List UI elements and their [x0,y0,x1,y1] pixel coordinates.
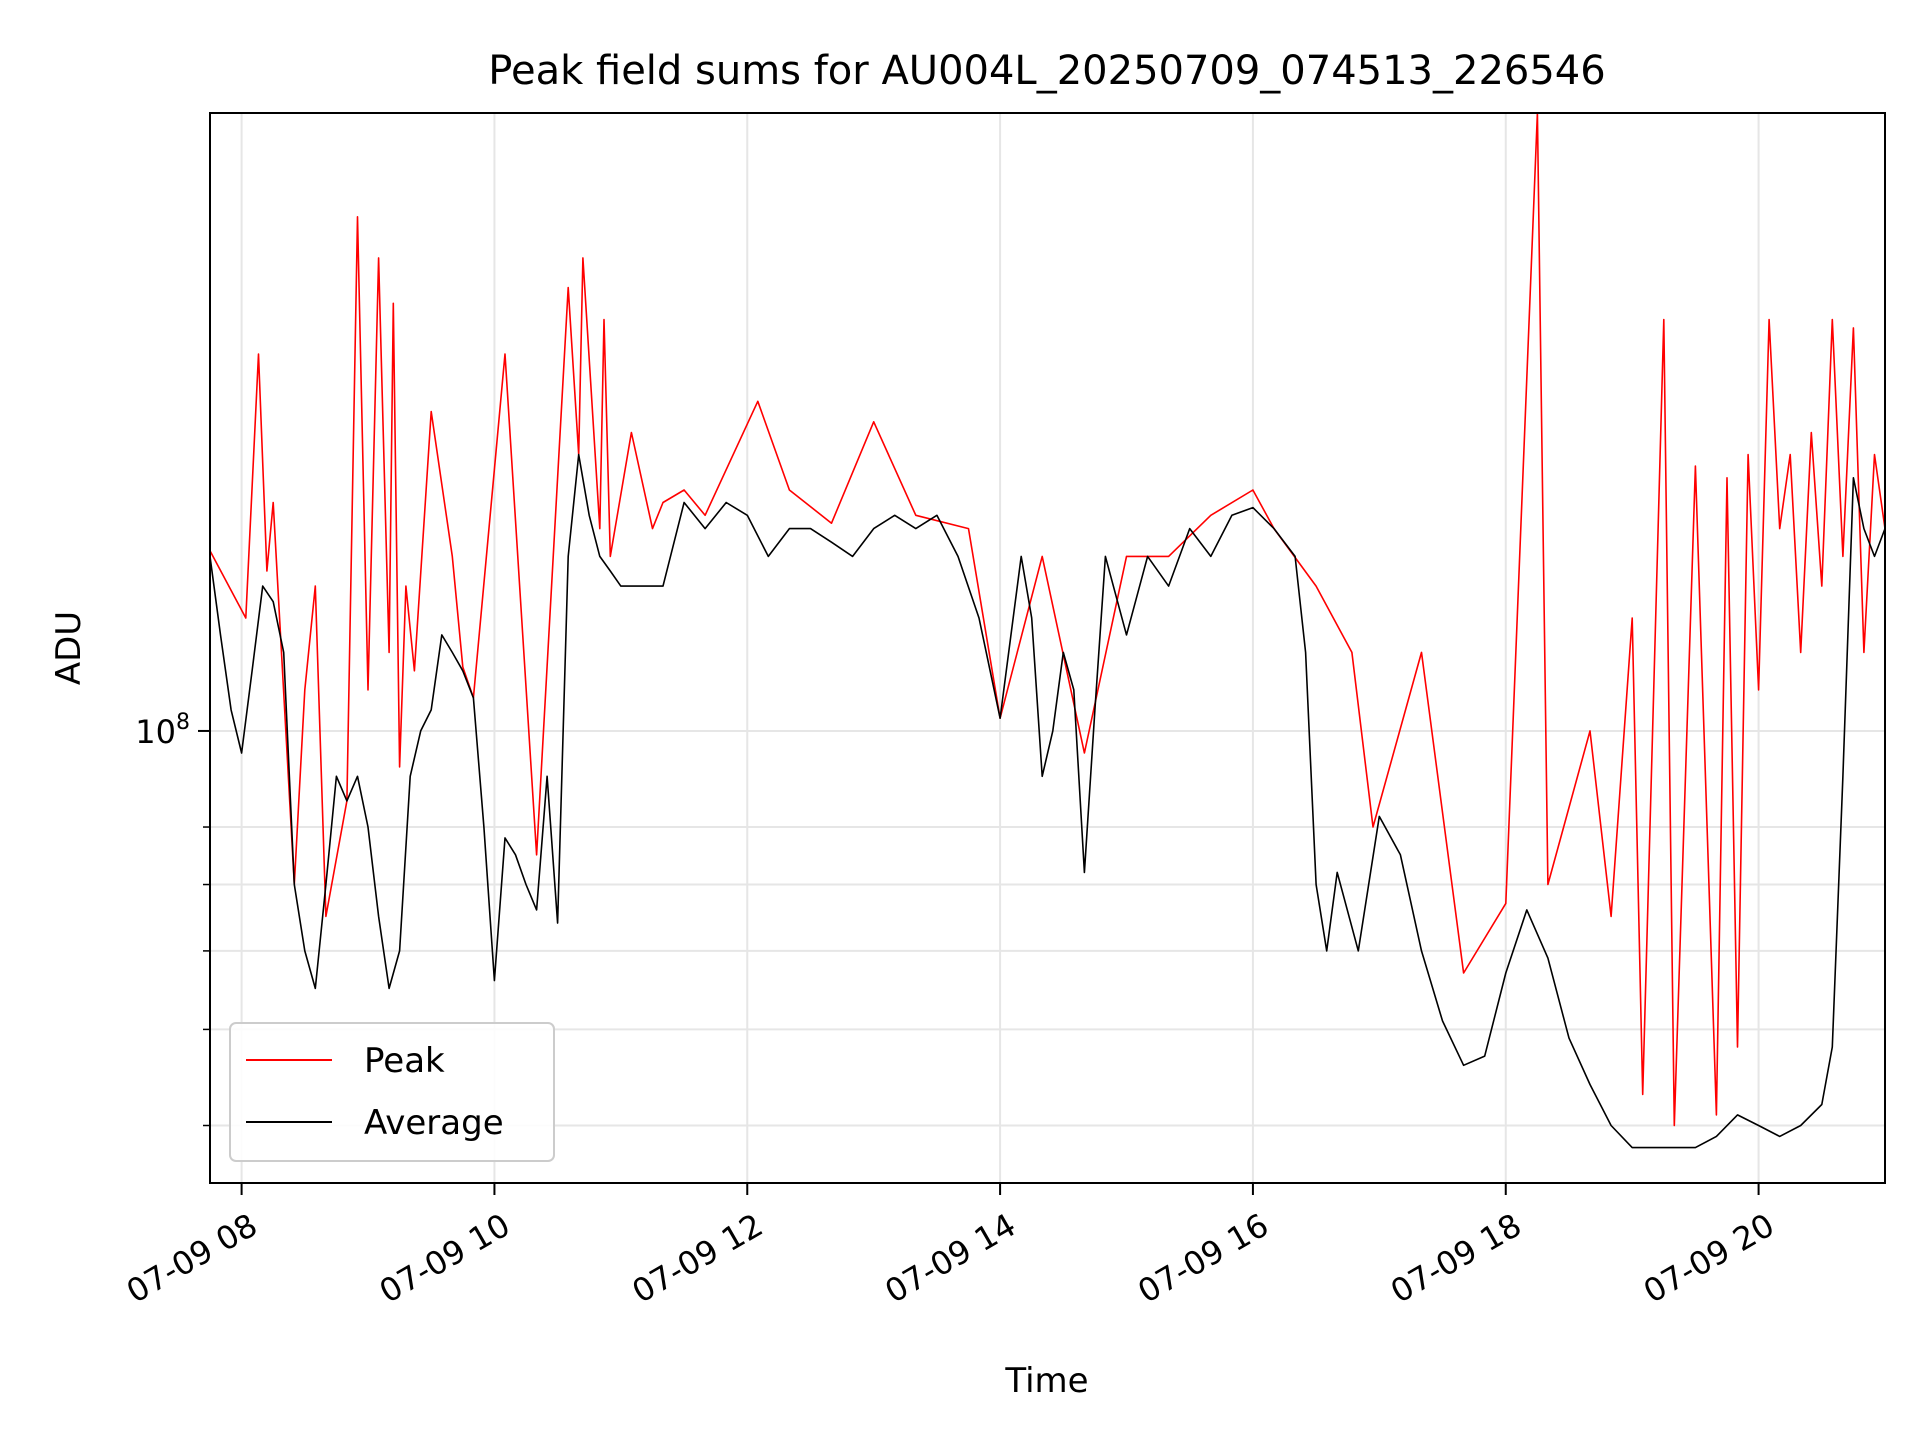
plot-frame [209,112,1886,1184]
legend-label-average: Average [364,1103,504,1143]
legend: Peak Average [229,1022,555,1162]
series-layer [209,112,1886,1149]
y-axis-label: ADU [49,611,89,685]
chart-title: Peak field sums for AU004L_20250709_0745… [488,48,1605,94]
series-line-peak [209,112,1886,1127]
legend-label-peak: Peak [364,1041,445,1081]
y-tick-label: 108 [135,710,190,751]
series-line-average [209,453,1886,1149]
grid [210,113,1885,1183]
x-axis-label: Time [1004,1361,1088,1401]
legend-box [229,1022,555,1162]
